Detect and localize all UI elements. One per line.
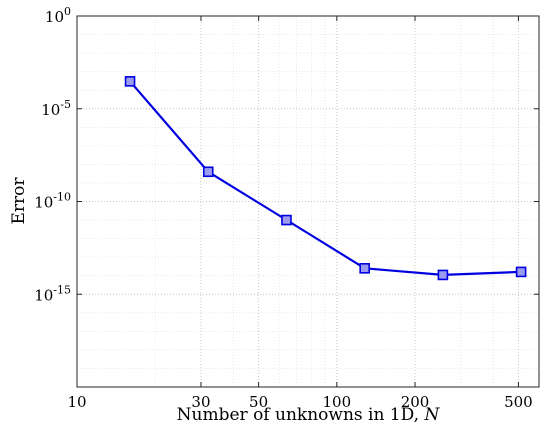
data-point-marker xyxy=(515,266,527,278)
x-tick-label: 200 xyxy=(401,393,430,411)
data-point-marker xyxy=(359,263,370,274)
y-tick-label: 10-10 xyxy=(34,191,71,212)
x-axis-title: Number of unknowns in 1D, N xyxy=(177,405,441,425)
series-line xyxy=(129,80,522,276)
y-tick-label: 10-5 xyxy=(41,98,71,119)
x-tick-label: 100 xyxy=(323,393,352,411)
y-tick-label: 100 xyxy=(45,5,71,26)
series-group xyxy=(124,76,527,281)
data-point-marker xyxy=(202,166,214,178)
y-tick-labels: 100 10-5 10-10 10-15 xyxy=(34,5,71,304)
data-point-marker xyxy=(281,214,292,226)
data-point-marker xyxy=(437,269,449,281)
x-tick-label: 500 xyxy=(504,393,533,411)
x-tick-label: 30 xyxy=(191,393,210,411)
y-axis-title: Error xyxy=(9,177,29,225)
x-tick-label: 10 xyxy=(67,393,86,411)
y-tick-label: 10-15 xyxy=(34,283,71,304)
x-tick-labels: 10 30 50 100 200 500 xyxy=(67,393,532,411)
data-point-marker xyxy=(124,76,136,87)
x-tick-label: 50 xyxy=(249,393,268,411)
plot-frame xyxy=(76,15,540,388)
